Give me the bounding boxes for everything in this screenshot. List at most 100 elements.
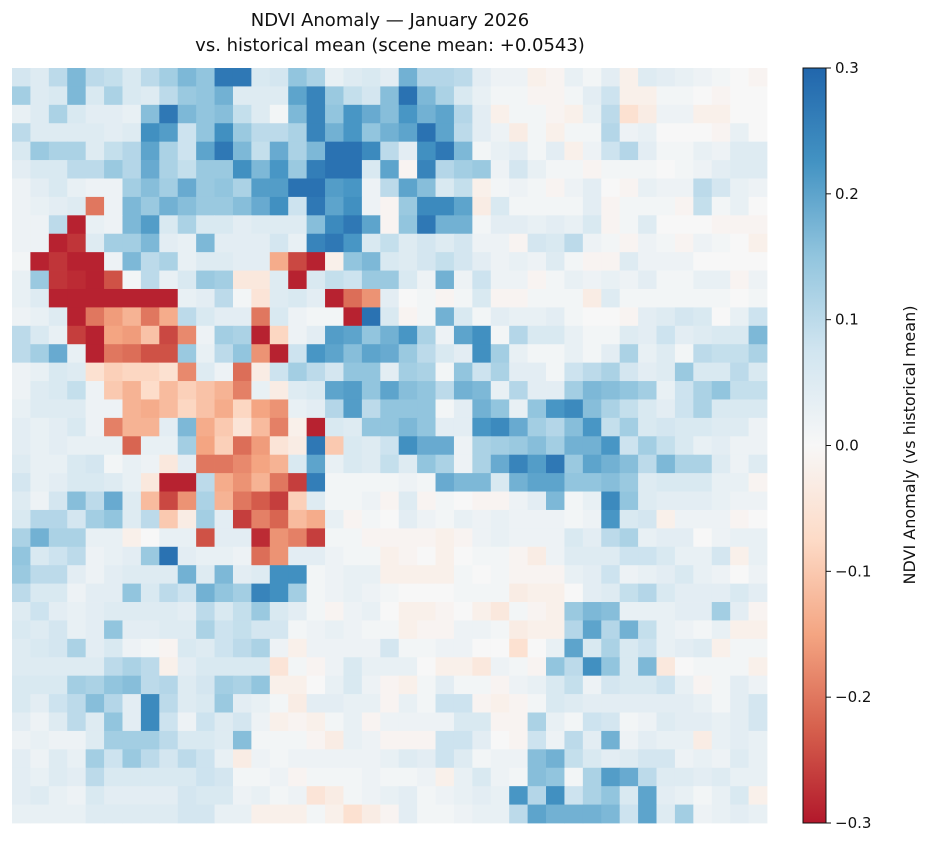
heatmap-cell [122, 804, 142, 824]
heatmap-cell [177, 675, 197, 695]
heatmap-cell [619, 767, 639, 787]
heatmap-cell [693, 288, 713, 308]
heatmap-cell [67, 786, 87, 805]
heatmap-cell [656, 68, 676, 87]
heatmap-cell [453, 362, 473, 382]
heatmap-cell [748, 730, 768, 750]
heatmap-cell [306, 381, 326, 400]
heatmap-cell [656, 638, 676, 658]
heatmap-cell [638, 767, 657, 787]
heatmap-cell [546, 252, 565, 271]
heatmap-cell [67, 178, 87, 198]
heatmap-cell [693, 381, 713, 400]
heatmap-cell [325, 712, 344, 732]
heatmap-cell [140, 307, 160, 327]
heatmap-cell [140, 436, 160, 456]
heatmap-cell [343, 638, 363, 658]
heatmap-cell [48, 215, 68, 235]
heatmap-cell [104, 712, 123, 732]
heatmap-cell [361, 786, 381, 805]
heatmap-cell [122, 104, 142, 124]
heatmap-cell [196, 288, 215, 308]
heatmap-cell [674, 270, 694, 290]
heatmap-cell [453, 86, 473, 106]
heatmap-cell [159, 657, 179, 677]
heatmap-cell [398, 436, 418, 456]
heatmap-cell [343, 509, 363, 529]
heatmap-cell [140, 786, 160, 805]
heatmap-cell [67, 602, 87, 621]
heatmap-cell [509, 436, 529, 456]
heatmap-cell [656, 509, 676, 529]
heatmap-cell [177, 767, 197, 787]
heatmap-cell [711, 473, 731, 492]
heatmap-cell [343, 325, 363, 345]
heatmap-cell [232, 86, 252, 106]
heatmap-cell [693, 491, 713, 511]
heatmap-cell [30, 730, 50, 750]
heatmap-cell [638, 252, 657, 271]
heatmap-cell [361, 399, 381, 419]
heatmap-cell [509, 454, 529, 474]
heatmap-cell [12, 381, 31, 400]
heatmap-cell [288, 546, 308, 566]
heatmap-cell [12, 454, 31, 474]
heatmap-cell [122, 196, 142, 216]
heatmap-cell [85, 215, 105, 235]
heatmap-cell [251, 491, 271, 511]
heatmap-cell [380, 160, 400, 179]
heatmap-cell [527, 491, 547, 511]
heatmap-cell [306, 141, 326, 161]
heatmap-cell [638, 86, 657, 106]
heatmap-cell [564, 68, 584, 87]
heatmap-cell [269, 491, 289, 511]
heatmap-cell [177, 233, 197, 253]
heatmap-cell [601, 694, 621, 713]
heatmap-cell [398, 602, 418, 621]
heatmap-cell [325, 509, 344, 529]
heatmap-cell [638, 68, 657, 87]
heatmap-cell [12, 583, 31, 603]
heatmap-cell [251, 417, 271, 437]
heatmap-cell [85, 381, 105, 400]
heatmap-cell [306, 288, 326, 308]
heatmap-cell [269, 270, 289, 290]
heatmap-cell [693, 344, 713, 364]
heatmap-cell [527, 638, 547, 658]
heatmap-cell [269, 141, 289, 161]
heatmap-cell [177, 270, 197, 290]
heatmap-cell [48, 252, 68, 271]
heatmap-cell [730, 565, 749, 585]
heatmap-cell [30, 123, 50, 143]
heatmap-cell [711, 528, 731, 548]
heatmap-cell [48, 491, 68, 511]
heatmap-cell [251, 602, 271, 621]
heatmap-cell [380, 509, 400, 529]
heatmap-cell [48, 104, 68, 124]
heatmap-cell [435, 141, 455, 161]
heatmap-cell [453, 638, 473, 658]
heatmap-cell [12, 196, 31, 216]
heatmap-cell [674, 86, 694, 106]
heatmap-cell [343, 565, 363, 585]
heatmap-cell [398, 767, 418, 787]
heatmap-cell [104, 123, 123, 143]
heatmap-cell [693, 675, 713, 695]
heatmap-cell [693, 417, 713, 437]
colorbar-label: NDVI Anomaly (vs historical mean) [900, 306, 919, 585]
heatmap-cell [748, 546, 768, 566]
heatmap-cell [85, 196, 105, 216]
heatmap-cell [269, 252, 289, 271]
heatmap-cell [251, 583, 271, 603]
heatmap-cell [527, 325, 547, 345]
heatmap-cell [361, 638, 381, 658]
heatmap-cell [638, 749, 657, 769]
heatmap-cell [601, 804, 621, 824]
heatmap-cell [122, 675, 142, 695]
heatmap-cell [490, 638, 510, 658]
heatmap-cell [564, 602, 584, 621]
heatmap-cell [288, 454, 308, 474]
heatmap-cell [196, 270, 215, 290]
heatmap-cell [490, 86, 510, 106]
